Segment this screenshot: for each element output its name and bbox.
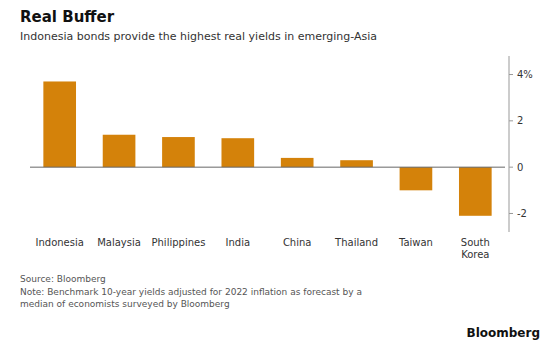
- x-tick-label: Malaysia: [97, 237, 141, 248]
- text-line: Indonesia: [36, 237, 84, 248]
- bar: [281, 158, 314, 167]
- x-tick-label: Philippines: [151, 237, 205, 248]
- x-tick-label: Taiwan: [398, 237, 433, 248]
- y-tick: [509, 213, 513, 214]
- text-line: China: [283, 237, 312, 248]
- text-line: Thailand: [334, 237, 378, 248]
- text-line: Philippines: [151, 237, 205, 248]
- text-line: Malaysia: [97, 237, 141, 248]
- source: Source: Bloomberg: [20, 274, 106, 284]
- background: [0, 0, 560, 345]
- x-tick-label: SouthKorea: [461, 237, 490, 260]
- y-tick: [509, 74, 513, 75]
- text-line: South: [461, 237, 490, 248]
- x-tick-label: Thailand: [334, 237, 378, 248]
- bar: [340, 160, 373, 167]
- note: Note: Benchmark 10-year yields adjusted …: [20, 287, 362, 309]
- text-line: Taiwan: [398, 237, 433, 248]
- y-tick-label: -2: [517, 208, 527, 219]
- subtitle: Indonesia bonds provide the highest real…: [20, 30, 377, 43]
- baseline: [30, 167, 505, 168]
- text-line: Note: Benchmark 10-year yields adjusted …: [20, 287, 362, 297]
- y-tick-label: 2: [517, 115, 523, 126]
- y-tick-label: 0: [517, 162, 523, 173]
- bar: [221, 138, 254, 167]
- x-tick-label: India: [226, 237, 251, 248]
- bar: [400, 167, 433, 190]
- text-line: median of economists surveyed by Bloombe…: [20, 299, 230, 309]
- x-tick-label: China: [283, 237, 312, 248]
- x-tick-label: Indonesia: [36, 237, 84, 248]
- text-line: India: [226, 237, 251, 248]
- y-tick-label: 4%: [517, 69, 533, 80]
- title: Real Buffer: [20, 8, 115, 26]
- y-axis-line: [509, 56, 510, 232]
- bar: [43, 81, 76, 167]
- y-tick: [509, 167, 513, 168]
- credit: Bloomberg: [467, 326, 541, 340]
- bar: [459, 167, 492, 216]
- text-line: Korea: [461, 249, 489, 260]
- bar: [162, 137, 195, 167]
- chart-svg: Real Buffer Indonesia bonds provide the h…: [0, 0, 560, 345]
- chart-container: Real Buffer Indonesia bonds provide the h…: [0, 0, 560, 345]
- y-tick: [509, 120, 513, 121]
- bars: [43, 81, 491, 215]
- bar: [103, 135, 136, 167]
